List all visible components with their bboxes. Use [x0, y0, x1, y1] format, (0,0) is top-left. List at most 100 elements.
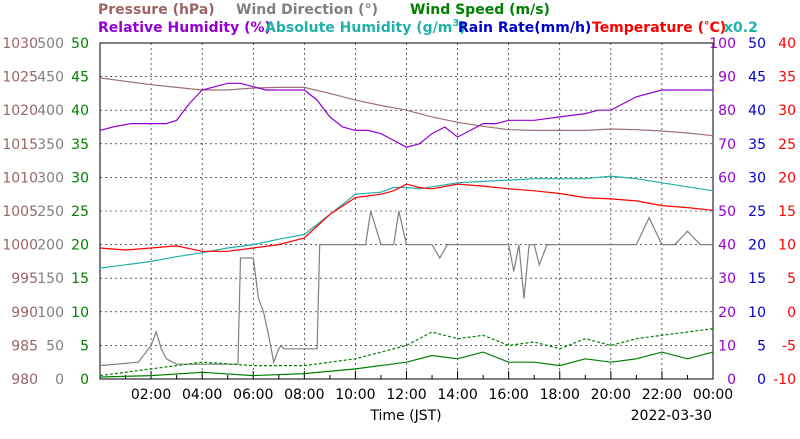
y-tick-label-wind-direction: 400 — [37, 103, 64, 119]
grid-lines — [100, 43, 713, 379]
y-tick-label-wind-speed: 5 — [80, 338, 89, 354]
y-tick-label-pressure: 995 — [11, 271, 38, 287]
y-tick-label-wind-direction: 0 — [55, 372, 64, 388]
y-tick-label-wind-direction: 100 — [37, 305, 64, 321]
y-tick-label-wind-speed: 30 — [71, 170, 89, 186]
y-tick-label-temperature: 5 — [787, 271, 796, 287]
legend-temperature-suffix: C) — [709, 20, 726, 36]
y-tick-label-pressure: 1000 — [2, 238, 38, 254]
y-tick-label-rain-rate: 5 — [757, 338, 766, 354]
y-tick-label-relative-humidity: 50 — [718, 204, 736, 220]
y-tick-label-temperature: 10 — [778, 238, 796, 254]
y-tick-label-relative-humidity: 80 — [718, 103, 736, 119]
series-line-3 — [99, 183, 714, 252]
y-tick-label-relative-humidity: 40 — [718, 238, 736, 254]
y-tick-label-pressure: 1025 — [2, 70, 38, 86]
y-tick-label-relative-humidity: 0 — [727, 372, 736, 388]
x-axis-label: Time (JST) — [369, 408, 441, 424]
x-tick-label: 10:00 — [335, 387, 375, 403]
y-tick-label-relative-humidity: 90 — [718, 70, 736, 86]
y-tick-label-wind-direction: 150 — [37, 271, 64, 287]
y-tick-label-rain-rate: 35 — [748, 137, 766, 153]
x-tick-label: 22:00 — [642, 387, 682, 403]
y-tick-label-rain-rate: 25 — [748, 204, 766, 220]
y-tick-label-pressure: 1020 — [2, 103, 38, 119]
y-tick-label-relative-humidity: 100 — [709, 36, 736, 52]
y-tick-label-temperature: 40 — [778, 36, 796, 52]
y-tick-label-relative-humidity: 10 — [718, 338, 736, 354]
y-tick-label-wind-speed: 40 — [71, 103, 89, 119]
y-tick-label-wind-direction: 300 — [37, 170, 64, 186]
series-line-4 — [99, 210, 713, 367]
y-tick-label-wind-speed: 20 — [71, 238, 89, 254]
x-tick-label: 14:00 — [437, 387, 477, 403]
y-tick-label-pressure: 980 — [11, 372, 38, 388]
x-tick-label: 06:00 — [233, 387, 273, 403]
y-tick-label-wind-direction: 250 — [37, 204, 64, 220]
legend-absolute-humidity-exp: 3 — [452, 18, 459, 29]
x-axis: 02:00 04:00 06:00 08:00 10:00 12:00 14:00 16:00… — [125, 371, 733, 403]
y-tick-label-rain-rate: 10 — [748, 305, 766, 321]
y-tick-label-pressure: 1005 — [2, 204, 38, 220]
y-tick-label-wind-direction: 350 — [37, 137, 64, 153]
series-layer — [99, 77, 714, 378]
chart-date: 2022-03-30 — [631, 408, 712, 424]
legend-absolute-humidity-prefix: Absolute Humidity (g/m — [265, 20, 452, 36]
legend-absolute-humidity-suffix: ) — [459, 20, 465, 36]
x-tick-label: 18:00 — [540, 387, 580, 403]
y-tick-label-wind-direction: 50 — [46, 338, 64, 354]
y-tick-label-wind-direction: 200 — [37, 238, 64, 254]
y-axes: 9809859909951000100510101015102010251030… — [2, 36, 796, 388]
x-tick-label: 20:00 — [591, 387, 631, 403]
y-tick-label-relative-humidity: 20 — [718, 305, 736, 321]
series-line-0 — [99, 77, 714, 137]
x-tick-label: 00:00 — [693, 387, 733, 403]
y-tick-label-wind-speed: 0 — [80, 372, 89, 388]
y-tick-label-rain-rate: 50 — [748, 36, 766, 52]
y-tick-label-rain-rate: 15 — [748, 271, 766, 287]
series-line-5 — [99, 351, 714, 378]
y-tick-label-relative-humidity: 70 — [718, 137, 736, 153]
legend-wind-direction: Wind Direction (°) — [236, 2, 378, 18]
y-tick-label-rain-rate: 40 — [748, 103, 766, 119]
y-tick-label-relative-humidity: 30 — [718, 271, 736, 287]
y-tick-label-wind-speed: 15 — [71, 271, 89, 287]
y-tick-label-rain-rate: 30 — [748, 170, 766, 186]
legend-abs-humidity-scale: x0.2 — [724, 20, 758, 36]
legend-temperature: Temperature (°C) — [592, 19, 726, 36]
y-tick-label-pressure: 990 — [11, 305, 38, 321]
x-tick-label: 16:00 — [488, 387, 528, 403]
legend-relative-humidity: Relative Humidity (%) — [98, 20, 271, 36]
x-tick-label: 02:00 — [131, 387, 171, 403]
legend-temperature-prefix: Temperature ( — [592, 20, 704, 36]
y-tick-label-rain-rate: 0 — [757, 372, 766, 388]
y-tick-label-pressure: 985 — [11, 338, 38, 354]
series-line-1 — [99, 82, 713, 148]
y-tick-label-wind-speed: 35 — [71, 137, 89, 153]
x-tick-label: 12:00 — [386, 387, 426, 403]
y-tick-label-wind-speed: 25 — [71, 204, 89, 220]
y-tick-label-temperature: 0 — [787, 305, 796, 321]
y-tick-label-temperature: -10 — [773, 372, 796, 388]
y-tick-label-rain-rate: 45 — [748, 70, 766, 86]
legend-temperature-deg: ° — [704, 19, 710, 32]
legend-absolute-humidity: Absolute Humidity (g/m3) — [265, 18, 466, 36]
x-tick-label: 04:00 — [182, 387, 222, 403]
y-tick-label-pressure: 1010 — [2, 170, 38, 186]
y-tick-label-temperature: 30 — [778, 103, 796, 119]
y-tick-label-wind-speed: 50 — [71, 36, 89, 52]
y-tick-label-temperature: 25 — [778, 137, 796, 153]
y-tick-label-pressure: 1030 — [2, 36, 38, 52]
legend-rain-rate: Rain Rate(mm/h) — [458, 20, 591, 36]
y-tick-label-temperature: -5 — [782, 338, 796, 354]
y-tick-label-temperature: 15 — [778, 204, 796, 220]
y-tick-label-rain-rate: 20 — [748, 238, 766, 254]
y-tick-label-wind-direction: 500 — [37, 36, 64, 52]
y-tick-label-wind-speed: 45 — [71, 70, 89, 86]
y-tick-label-temperature: 20 — [778, 170, 796, 186]
y-tick-label-temperature: 35 — [778, 70, 796, 86]
legend-pressure: Pressure (hPa) — [98, 2, 215, 18]
series-line-6 — [99, 328, 714, 377]
y-tick-label-wind-speed: 10 — [71, 305, 89, 321]
